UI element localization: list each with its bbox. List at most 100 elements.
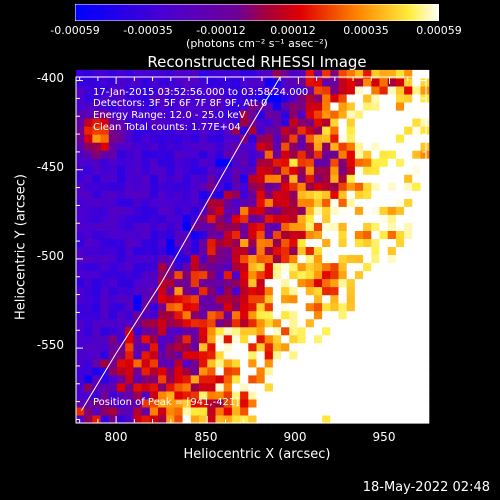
heatmap-cell <box>133 390 143 400</box>
heatmap-cell <box>141 77 151 87</box>
heatmap-cell <box>354 110 364 119</box>
heatmap-cell <box>379 390 389 400</box>
heatmap-cell <box>92 334 102 344</box>
heatmap-cell <box>117 398 126 408</box>
heatmap-cell <box>158 182 167 191</box>
heatmap-cell <box>313 150 323 159</box>
heatmap-cell <box>272 398 282 408</box>
heatmap-cell <box>313 206 323 215</box>
heatmap-cell <box>404 246 413 255</box>
heatmap-cell <box>264 254 274 264</box>
heatmap-cell <box>141 85 151 95</box>
heatmap-cell <box>379 294 389 304</box>
heatmap-cell <box>166 158 175 167</box>
heatmap-cell <box>174 238 184 247</box>
heatmap-cell <box>346 118 356 127</box>
heatmap-cell <box>395 77 405 87</box>
heatmap-cell <box>338 190 348 199</box>
heatmap-cell <box>223 318 233 328</box>
heatmap-cell <box>76 102 85 111</box>
heatmap-cell <box>256 190 266 199</box>
heatmap-cell <box>76 110 85 119</box>
heatmap-cell <box>322 214 331 223</box>
heatmap-cell <box>404 254 413 264</box>
heatmap-cell <box>84 230 93 239</box>
heatmap-cell <box>215 158 225 167</box>
heatmap-cell <box>133 230 143 239</box>
heatmap-cell <box>297 246 307 255</box>
heatmap-cell <box>322 326 331 336</box>
heatmap-cell <box>412 158 422 167</box>
heatmap-cell <box>240 93 249 103</box>
heatmap-cell <box>190 118 200 127</box>
heatmap-cell <box>322 390 331 400</box>
heatmap-cell <box>420 118 430 127</box>
heatmap-cell <box>92 382 102 392</box>
heatmap-cell <box>420 294 430 304</box>
heatmap-cell <box>346 93 356 103</box>
heatmap-cell <box>354 278 364 288</box>
heatmap-cell <box>215 262 225 272</box>
heatmap-cell <box>272 366 282 376</box>
heatmap-cell <box>305 150 315 159</box>
heatmap-cell <box>281 102 290 111</box>
heatmap-cell <box>412 85 422 95</box>
heatmap-cell <box>387 310 397 320</box>
heatmap-cell <box>420 366 430 376</box>
heatmap-cell <box>395 358 405 368</box>
heatmap-cell <box>379 214 389 223</box>
heatmap-cell <box>166 198 175 207</box>
heatmap-cell <box>371 262 381 272</box>
heatmap-cell <box>84 69 93 79</box>
heatmap-cell <box>281 302 290 312</box>
heatmap-cell <box>420 174 430 183</box>
heatmap-cell <box>149 174 159 183</box>
heatmap-cell <box>395 134 405 143</box>
heatmap-cell <box>289 358 299 368</box>
heatmap-cell <box>395 342 405 352</box>
heatmap-cell <box>231 126 241 135</box>
heatmap-cell <box>207 198 217 207</box>
heatmap-cell <box>149 69 159 79</box>
heatmap-cell <box>92 93 102 103</box>
heatmap-cell <box>363 326 372 336</box>
heatmap-cell <box>404 198 413 207</box>
heatmap-cell <box>346 190 356 199</box>
heatmap-cell <box>305 374 315 384</box>
heatmap-cell <box>141 374 151 384</box>
heatmap-cell <box>199 158 208 167</box>
heatmap-cell <box>420 406 430 416</box>
heatmap-cell <box>313 374 323 384</box>
heatmap-cell <box>363 302 372 312</box>
heatmap-cell <box>371 118 381 127</box>
heatmap-cell <box>84 190 93 199</box>
heatmap-cell <box>166 190 175 199</box>
heatmap-cell <box>395 93 405 103</box>
heatmap-cell <box>190 334 200 344</box>
heatmap-cell <box>108 294 118 304</box>
heatmap-cell <box>289 85 299 95</box>
heatmap-cell <box>207 254 217 264</box>
heatmap-cell <box>313 406 323 416</box>
heatmap-cell <box>387 270 397 280</box>
heatmap-cell <box>363 222 372 231</box>
heatmap-cell <box>412 206 422 215</box>
heatmap-cell <box>141 382 151 392</box>
heatmap-cell <box>338 278 348 288</box>
heatmap-cell <box>338 270 348 280</box>
heatmap-cell <box>322 382 331 392</box>
heatmap-cell <box>182 382 192 392</box>
heatmap-cell <box>84 214 93 223</box>
heatmap-cell <box>313 190 323 199</box>
heatmap-cell <box>117 118 126 127</box>
heatmap-cell <box>313 69 323 79</box>
heatmap-cell <box>182 126 192 135</box>
heatmap-cell <box>108 190 118 199</box>
heatmap-cell <box>395 142 405 151</box>
heatmap-cell <box>92 342 102 352</box>
footer-timestamp: 18-May-2022 02:48 <box>362 480 490 495</box>
heatmap-cell <box>190 398 200 408</box>
heatmap-cell <box>231 246 241 255</box>
heatmap-cell <box>199 358 208 368</box>
heatmap-cell <box>313 222 323 231</box>
